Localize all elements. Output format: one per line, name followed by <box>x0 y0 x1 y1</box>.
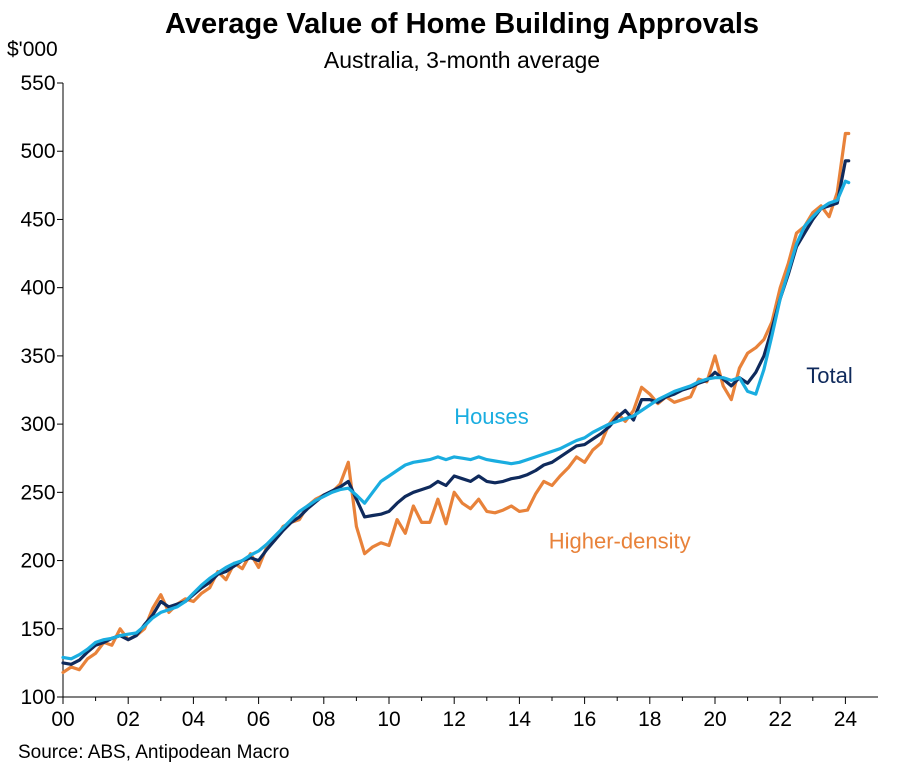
x-tick-label: 16 <box>573 708 596 731</box>
y-tick-label: 100 <box>20 686 55 709</box>
y-tick-label: 450 <box>20 208 55 231</box>
chart-title: Average Value of Home Building Approvals <box>164 8 760 40</box>
series-lines <box>61 131 851 674</box>
x-tick-label: 12 <box>443 708 466 731</box>
x-tick-label: 00 <box>51 708 74 731</box>
y-tick-label: 300 <box>20 413 55 436</box>
y-tick-label: 200 <box>20 550 55 573</box>
x-tick-label: 08 <box>312 708 335 731</box>
x-tick-label: 06 <box>247 708 270 731</box>
chart-subtitle: Australia, 3-month average <box>323 47 601 73</box>
axes: 100 150 200 250 300 350 400 450 500 550 00 02 04 06 08… <box>20 72 878 731</box>
x-tick-label: 04 <box>182 708 206 731</box>
series-labels: Houses Higher-density Total <box>454 363 853 553</box>
label-higher-density: Higher-density <box>549 528 691 553</box>
y-axis-unit-label: $'000 <box>7 38 58 61</box>
y-tick-label: 400 <box>20 277 55 300</box>
label-houses: Houses <box>454 404 529 429</box>
x-tick-label: 14 <box>508 708 532 731</box>
y-tick-label: 350 <box>20 345 55 368</box>
source-note: Source: ABS, Antipodean Macro <box>18 742 290 763</box>
y-tick-label: 150 <box>20 618 55 641</box>
x-tick-label: 24 <box>834 708 858 731</box>
x-tick-label: 20 <box>703 708 726 731</box>
series-line-houses <box>61 179 851 661</box>
y-tick-label: 500 <box>20 140 55 163</box>
y-tick-label: 250 <box>20 481 55 504</box>
x-tick-label: 10 <box>377 708 400 731</box>
y-tick-label: 550 <box>20 72 55 95</box>
series-line-higher-density <box>61 131 851 674</box>
x-tick-label: 02 <box>117 708 140 731</box>
x-tick-label: 22 <box>769 708 792 731</box>
label-total: Total <box>806 363 852 388</box>
x-tick-label: 18 <box>638 708 661 731</box>
